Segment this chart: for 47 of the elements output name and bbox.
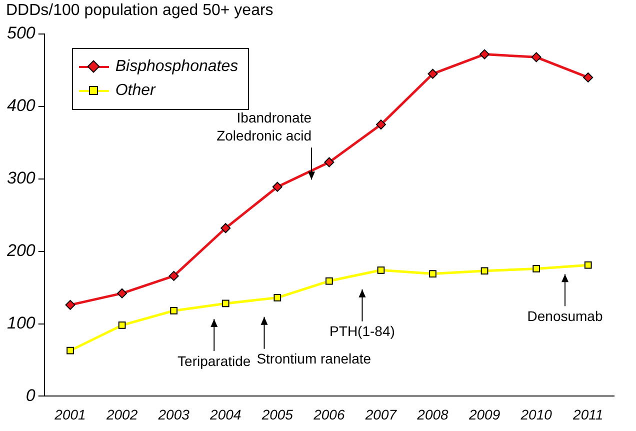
x-tick-label: 2005 [260,406,294,422]
x-tick-label: 2007 [364,406,398,422]
annotation: Strontium ranelate [256,350,372,367]
point [326,277,333,285]
point [117,288,128,298]
annotation: Teriparatide [178,352,251,369]
point [274,294,282,302]
point [272,182,282,192]
x-tick-label: 2002 [105,406,138,422]
y-tick-label: 100 [6,313,36,332]
y-axis-title: DDDs/100 population aged 50+ years [6,2,274,20]
x-tick-label: 2011 [572,406,604,422]
point [376,120,386,130]
x-tick-label: 2009 [468,406,500,422]
x-tick-label: 2003 [157,406,190,422]
annotation: Ibandronate Zoledronic acid [216,109,312,144]
point [583,72,594,82]
point [118,322,126,329]
y-tick-label: 200 [6,241,36,260]
x-tick-label: 2004 [209,406,242,422]
point [66,346,74,354]
legend-label: Bisphosphonates [115,58,238,76]
point [324,157,334,168]
x-tick-label: 2010 [520,406,552,422]
point [222,300,230,308]
point [531,52,542,62]
point [168,270,179,281]
point [377,266,385,274]
point [170,307,178,314]
y-tick-label: 400 [6,96,36,116]
annotation: Denosumab [527,308,603,324]
point [532,265,540,272]
x-tick-label: 2006 [312,406,345,422]
annotation: PTH(1-84) [330,323,395,340]
y-tick-label: 500 [6,24,36,43]
x-tick-label: 2008 [416,406,449,422]
x-tick-label: 2001 [54,406,86,422]
point [480,49,490,60]
point [428,68,438,79]
y-tick-label: 300 [6,168,36,188]
point [65,300,76,310]
point [429,270,436,278]
y-tick-label: 0 [26,386,36,405]
point [480,267,488,275]
point [220,223,231,234]
point [584,261,592,269]
legend-label: Other [115,82,156,100]
